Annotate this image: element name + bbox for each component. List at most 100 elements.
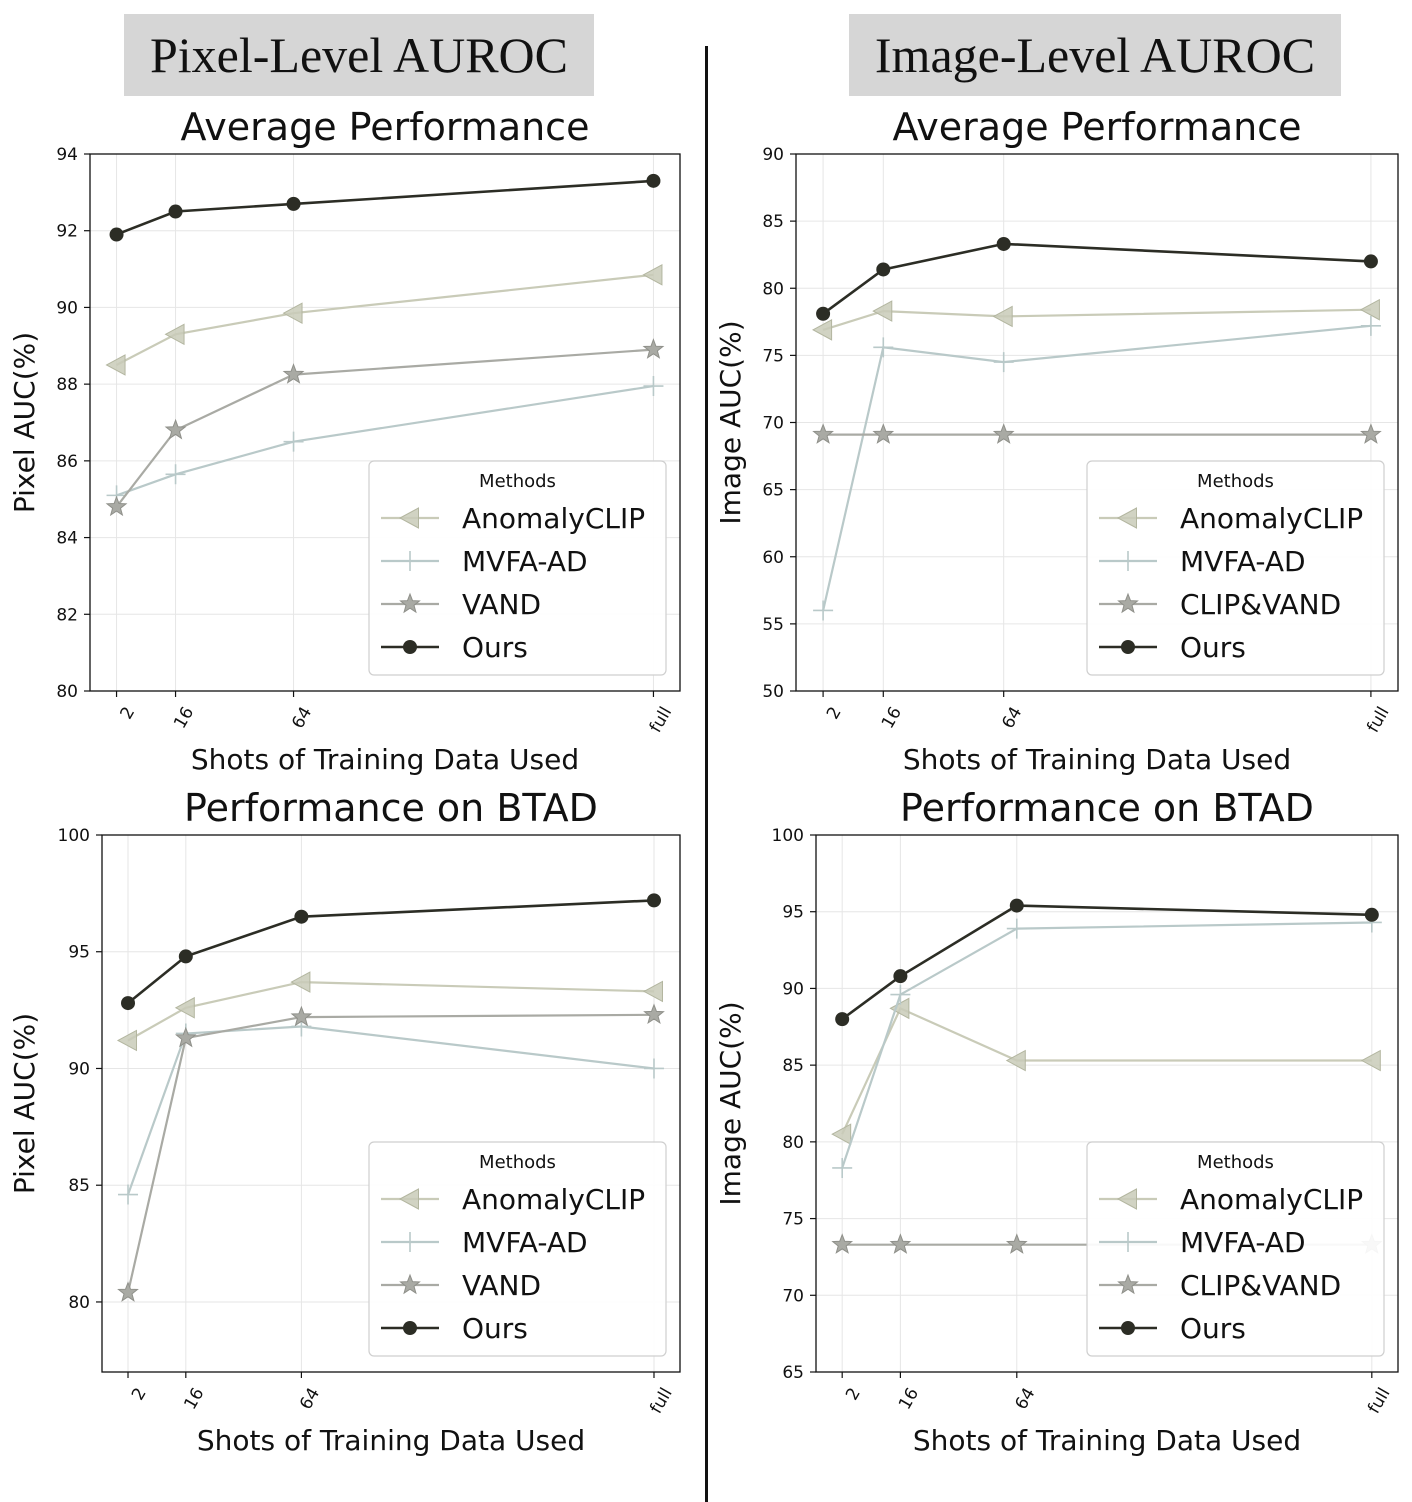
y-tick-label: 75 xyxy=(762,346,784,366)
data-point-anomalyclip xyxy=(105,354,126,376)
series-anomalyclip xyxy=(831,997,1381,1146)
legend-title: Methods xyxy=(1197,471,1274,492)
y-axis-label: Pixel AUC(%) xyxy=(8,332,41,513)
data-point-mvfa-ad xyxy=(118,1184,139,1205)
legend-marker-anomalyclip xyxy=(1116,1188,1137,1210)
legend-box xyxy=(1086,460,1385,676)
y-tick-label: 95 xyxy=(782,903,804,923)
x-tick-label: full xyxy=(646,1385,676,1418)
series-vand xyxy=(105,338,665,517)
x-tick-label: 64 xyxy=(296,1385,324,1414)
y-tick-label: 80 xyxy=(56,682,78,702)
chart-title: Average Performance xyxy=(181,105,590,149)
legend-entry-mvfa-ad: MVFA-AD xyxy=(1180,1226,1306,1259)
data-point-anomalyclip xyxy=(290,971,311,993)
data-point-clip-vand xyxy=(831,1233,854,1254)
y-axis-label: Image AUC(%) xyxy=(714,320,747,524)
y-tick-label: 50 xyxy=(762,682,784,702)
data-point-ours xyxy=(1363,254,1378,269)
data-point-mvfa-ad xyxy=(873,337,894,358)
series-anomalyclip xyxy=(105,263,663,376)
data-point-mvfa-ad xyxy=(813,600,834,621)
series-line-mvfa-ad xyxy=(822,324,1372,611)
data-point-anomalyclip xyxy=(642,980,663,1003)
data-point-mvfa-ad xyxy=(993,352,1014,373)
x-axis-label: Shots of Training Data Used xyxy=(197,1424,585,1457)
data-point-clip-vand xyxy=(1360,423,1382,444)
data-point-mvfa-ad xyxy=(890,984,911,1005)
data-point-ours xyxy=(835,1012,850,1027)
y-tick-label: 90 xyxy=(56,298,78,318)
series-ours xyxy=(816,236,1378,321)
legend-title: Methods xyxy=(1197,1152,1274,1173)
legend-entry-ours: Ours xyxy=(462,1312,528,1345)
y-tick-label: 84 xyxy=(56,529,78,549)
series-line-vand xyxy=(115,348,654,508)
legend-marker-mvfa-ad xyxy=(400,551,420,571)
data-point-mvfa-ad xyxy=(832,1157,853,1178)
y-tick-label: 100 xyxy=(58,826,90,846)
y-tick-label: 100 xyxy=(772,826,804,846)
legend-marker-mvfa-ad xyxy=(400,1232,420,1252)
pixel-level-header: Pixel-Level AUROC xyxy=(124,14,594,96)
data-point-anomalyclip xyxy=(1360,1049,1381,1072)
series-clip-vand xyxy=(812,423,1382,444)
y-tick-label: 90 xyxy=(782,979,804,999)
data-point-mvfa-ad xyxy=(283,431,304,452)
data-point-anomalyclip xyxy=(831,1123,852,1146)
series-line-mvfa-ad xyxy=(841,921,1372,1169)
y-tick-label: 94 xyxy=(56,145,78,165)
series-line-anomalyclip xyxy=(127,980,655,1042)
y-tick-label: 90 xyxy=(68,1059,90,1079)
data-point-vand xyxy=(643,1003,665,1025)
y-tick-label: 88 xyxy=(56,375,78,395)
series-ours xyxy=(109,173,661,242)
legend-entry-vand: VAND xyxy=(462,1269,541,1302)
data-point-ours xyxy=(646,893,661,908)
legend-marker-clip-vand xyxy=(1117,592,1139,614)
legend-entry-ours: Ours xyxy=(1180,631,1246,664)
series-anomalyclip xyxy=(116,971,663,1052)
legend-marker-ours xyxy=(1121,640,1135,654)
series-line-mvfa-ad xyxy=(126,1025,655,1195)
legend-title: Methods xyxy=(479,471,556,492)
data-point-anomalyclip xyxy=(282,302,303,325)
data-point-ours xyxy=(646,173,661,188)
y-tick-label: 95 xyxy=(68,943,90,963)
series-ours xyxy=(121,893,661,1011)
data-point-anomalyclip xyxy=(1359,298,1380,321)
x-tick-label: 64 xyxy=(1011,1385,1039,1414)
series-line-mvfa-ad xyxy=(116,385,654,497)
data-point-mvfa-ad xyxy=(643,376,664,397)
plot-frame xyxy=(89,153,681,692)
data-point-anomalyclip xyxy=(1005,1049,1026,1072)
data-point-vand xyxy=(164,418,187,440)
y-tick-label: 80 xyxy=(68,1293,90,1313)
legend-marker-anomalyclip xyxy=(398,1188,419,1210)
x-axis-label: Shots of Training Data Used xyxy=(903,743,1291,776)
legend-entry-mvfa-ad: MVFA-AD xyxy=(1180,545,1306,578)
data-point-clip-vand xyxy=(812,423,834,444)
data-point-mvfa-ad xyxy=(1006,918,1027,939)
data-point-ours xyxy=(294,909,309,924)
data-point-ours xyxy=(178,949,193,964)
legend-marker-ours xyxy=(403,1321,417,1335)
legend-marker-vand xyxy=(399,592,421,614)
x-tick-label: 64 xyxy=(998,704,1026,733)
legend-marker-mvfa-ad xyxy=(1118,1232,1138,1252)
data-point-mvfa-ad xyxy=(643,1058,664,1079)
legend-marker-anomalyclip xyxy=(1116,507,1137,529)
legend-marker-vand xyxy=(399,1273,421,1295)
x-tick-label: 16 xyxy=(895,1385,923,1414)
y-tick-label: 92 xyxy=(56,222,78,242)
data-point-clip-vand xyxy=(872,423,895,444)
legend-entry-anomalyclip: AnomalyCLIP xyxy=(1180,502,1363,535)
chart-pixel-average: Average Performance 80 82 84 86 88 90 92 94 2 16 64… xyxy=(8,105,681,776)
data-point-vand xyxy=(290,1005,313,1027)
y-tick-label: 90 xyxy=(762,145,784,165)
y-tick-label: 85 xyxy=(68,1176,90,1196)
legend-title: Methods xyxy=(479,1152,556,1173)
plot-frame xyxy=(101,834,681,1373)
legend-entry-vand: VAND xyxy=(462,588,541,621)
legend-entry-anomalyclip: AnomalyCLIP xyxy=(462,502,645,535)
